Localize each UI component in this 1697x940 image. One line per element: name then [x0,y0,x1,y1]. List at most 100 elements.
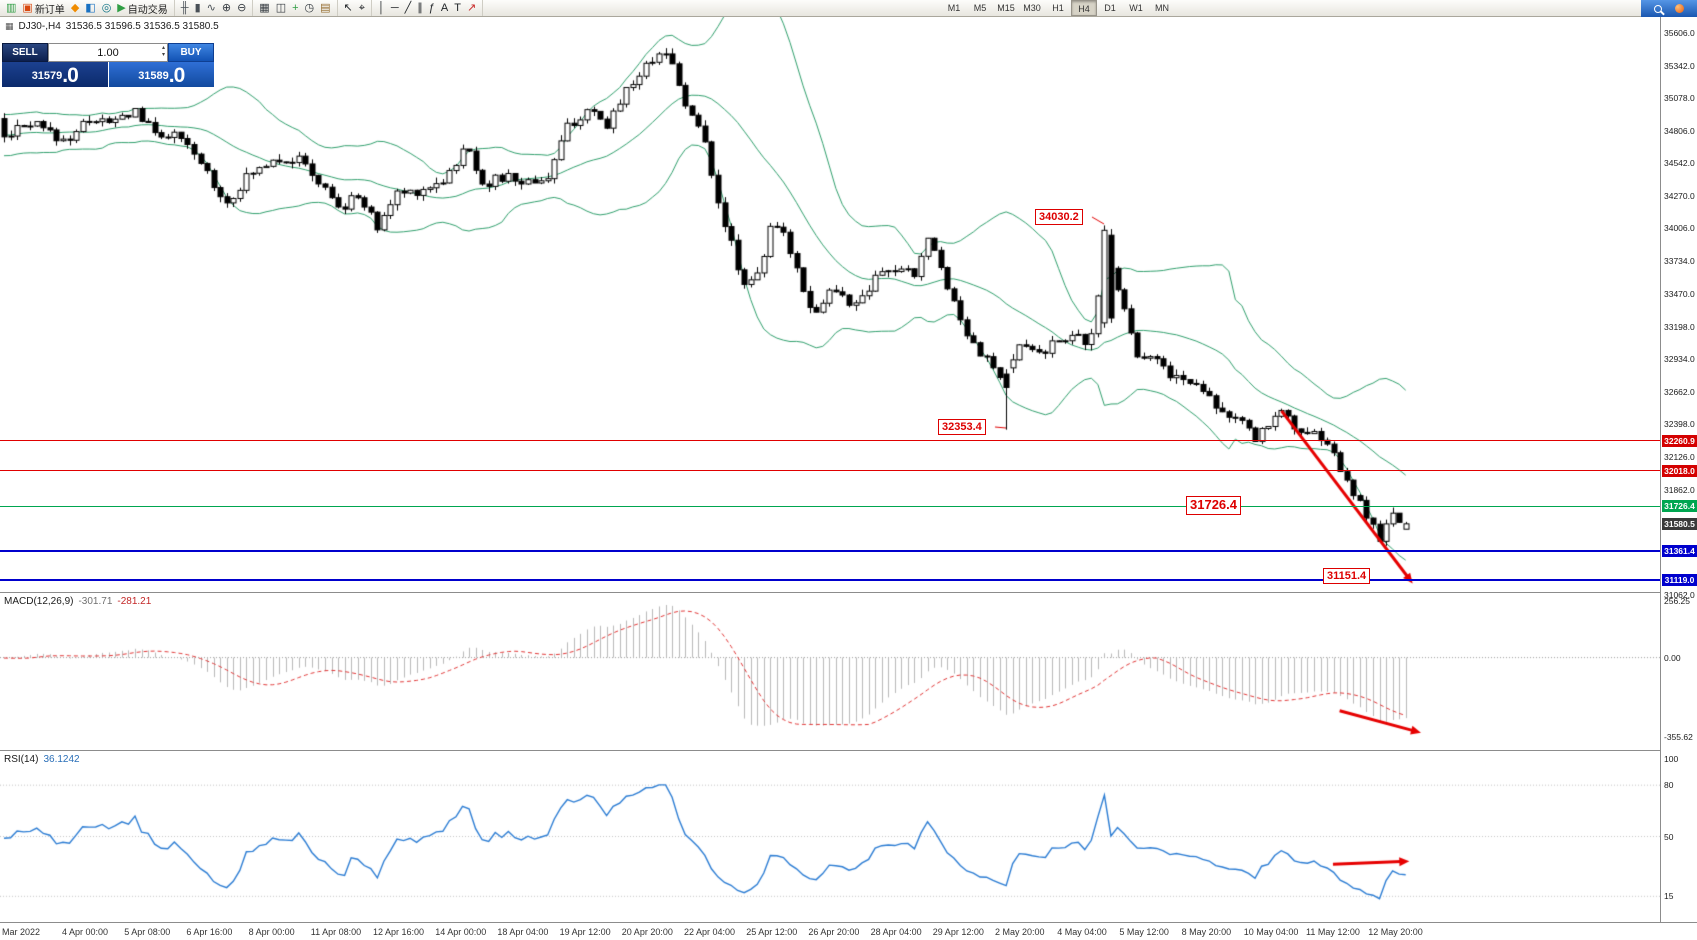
chart-ohlc: 31536.5 31596.5 31536.5 31580.5 [65,21,219,32]
time-label: 4 May 04:00 [1057,927,1107,937]
price-tag-32018.0: 32018.0 [1662,464,1697,477]
spin-down-icon[interactable]: ▾ [161,52,165,58]
vertical-line-icon[interactable]: │ [375,1,388,16]
main-price-chart[interactable] [0,17,1660,592]
timeframe-m30[interactable]: M30 [1023,3,1041,13]
candlestick-chart-icon[interactable]: ▮ [192,1,204,16]
volume-spinner[interactable]: ▴ ▾ [162,45,165,59]
search-icon[interactable] [1654,4,1662,13]
sell-price[interactable]: 31579.0 [2,62,108,87]
sell-price-main: 31579 [31,70,63,82]
buy-button[interactable]: BUY [168,43,214,62]
grid-icon[interactable]: ▦ [256,1,272,16]
label-icon[interactable]: T [451,1,464,16]
hline-32260.9[interactable] [0,440,1660,442]
hline-31119[interactable] [0,579,1660,582]
indicators-icon[interactable]: + [289,1,301,16]
rsi-scale-label: 50 [1664,831,1674,842]
hline-31726.4[interactable] [0,505,1660,507]
bar-chart-icon[interactable]: ╫ [178,1,192,16]
annotation-34030.2[interactable]: 34030.2 [1035,209,1083,226]
text-icon: A [440,1,449,14]
annotation-32353.4[interactable]: 32353.4 [938,419,986,436]
macd-value: -301.71 [78,596,113,607]
status-icon[interactable] [1675,4,1684,13]
price-tag-31726.4: 31726.4 [1662,500,1697,513]
trendline-icon: ╱ [404,1,412,14]
time-label: 25 Apr 12:00 [746,927,798,937]
new-chart-icon[interactable]: ▥ [3,1,19,16]
hline-31361.4[interactable] [0,549,1660,552]
chart-type-group: ╫ ▮ ∿ ⊕ ⊖ [175,0,254,16]
time-label: 11 Apr 08:00 [310,927,362,937]
toolbar-corner [1641,0,1697,17]
macd-signal-value: -281.21 [117,596,152,607]
cursor-icon[interactable]: ↖ [341,1,356,16]
line-chart-icon: ∿ [206,1,216,14]
zoom-out-icon[interactable]: ⊖ [234,1,249,16]
price-scale[interactable]: 35606.0 35342.0 35078.0 34806.0 34542.0 34270… [1660,17,1697,922]
rsi-indicator-pane[interactable] [0,751,1660,922]
one-click-prices: 31579.0 31589.0 [2,62,214,87]
price-grid-label: 35606.0 [1664,28,1695,39]
zoom-in-icon[interactable]: ⊕ [219,1,234,16]
fibonacci-icon[interactable]: ƒ [426,1,438,16]
timeframe-w1[interactable]: W1 [1129,3,1143,13]
line-chart-icon[interactable]: ∿ [204,1,219,16]
volume-input[interactable]: 1.00 ▴ ▾ [48,43,168,62]
price-tag-31119.0: 31119.0 [1662,574,1697,587]
spin-up-icon[interactable]: ▴ [161,45,165,51]
timeframe-d1[interactable]: D1 [1104,3,1116,13]
time-label: 11 May 12:00 [1306,927,1360,937]
rsi-label: RSI(14) 36.1242 [4,754,80,765]
vertical-line-icon: │ [377,1,385,14]
timeframe-h1[interactable]: H1 [1052,3,1064,13]
text-icon[interactable]: A [438,1,451,16]
templates-icon[interactable]: ▤ [317,1,333,16]
data-window-icon: ◧ [85,1,96,14]
chart-symbol: DJ30-,H4 [18,21,61,32]
sell-button[interactable]: SELL [2,43,48,62]
trendline-icon[interactable]: ╱ [402,1,415,16]
buy-price[interactable]: 31589.0 [108,62,214,87]
pane-separator[interactable] [0,592,1697,593]
timeframe-m15[interactable]: M15 [997,3,1015,13]
auto-trading-icon: ▶ [117,1,126,14]
data-window-icon[interactable]: ◧ [82,1,98,16]
macd-indicator-pane[interactable] [0,593,1660,750]
channel-icon: ∥ [417,1,423,14]
arrow-object-icon[interactable]: ↗ [464,1,479,16]
timeframe-mn[interactable]: MN [1155,3,1169,13]
timeframe-toolbar: M1 M5 M15 M30 H1 H4 D1 W1 MN [941,0,1175,16]
time-axis[interactable]: Mar 2022 4 Apr 00:00 5 Apr 08:00 6 Apr 16:0… [0,922,1697,940]
timeframe-h4[interactable]: H4 [1071,0,1097,16]
navigator-icon[interactable]: ◎ [99,1,115,16]
channel-icon[interactable]: ∥ [414,1,426,16]
rsi-name: RSI(14) [4,754,39,765]
timeframe-m5[interactable]: M5 [973,3,987,13]
rsi-scale-label: 100 [1664,754,1679,764]
time-label: 10 May 04:00 [1243,927,1299,937]
toolbar-groups: ▥ ▣ 新订单 ◆ ◧ ◎ ▶ 自动交易 ╫ ▮ ∿ ⊕ ⊖ ▦ ◫ + ◷ ▤ ↖ ⌖ │ ─ ╱ ∥ ƒ A T ↗ [0,0,484,16]
chart-icon: ▦ [5,21,14,31]
timeframe-m1[interactable]: M1 [947,3,961,13]
period-icon[interactable]: ◷ [302,1,318,16]
grid-icon: ▦ [259,1,270,14]
annotation-31151.4[interactable]: 31151.4 [1323,568,1371,585]
annotation-31726.4[interactable]: 31726.4 [1186,496,1241,515]
market-watch-icon[interactable]: ◆ [68,1,82,16]
rsi-scale-label: 15 [1664,891,1674,902]
horizontal-line-icon[interactable]: ─ [388,1,402,16]
pane-separator[interactable] [0,750,1697,751]
time-label: 6 Apr 16:00 [186,927,233,937]
trading-group: ▥ ▣ 新订单 ◆ ◧ ◎ ▶ 自动交易 [0,0,175,16]
price-grid-label: 35342.0 [1664,60,1695,71]
new-chart-icon: ▥ [6,1,17,14]
auto-trading-button[interactable]: ▶ 自动交易 [114,1,170,16]
tile-windows-icon[interactable]: ◫ [273,1,289,16]
hline-32018[interactable] [0,470,1660,472]
new-order-button[interactable]: ▣ 新订单 [19,1,67,16]
macd-name: MACD(12,26,9) [4,596,74,607]
crosshair-icon[interactable]: ⌖ [356,1,368,16]
